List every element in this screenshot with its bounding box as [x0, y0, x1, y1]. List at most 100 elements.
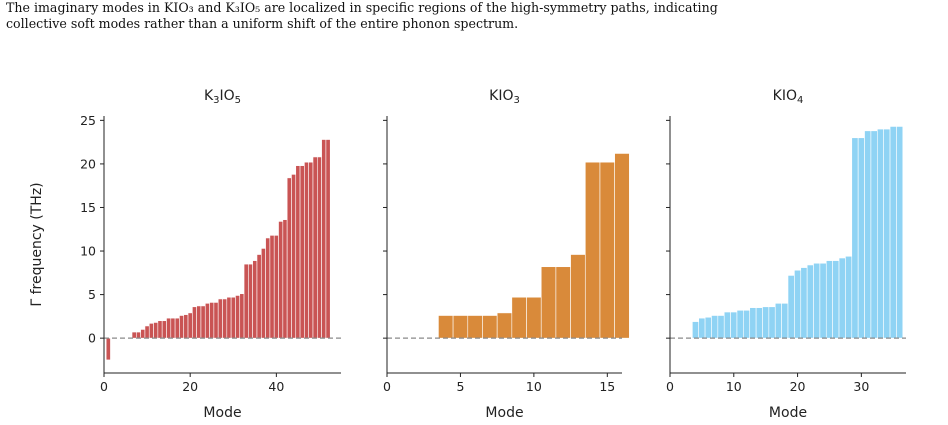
bar	[183, 314, 189, 339]
panel-title: KIO3	[489, 88, 520, 106]
bar	[187, 312, 193, 339]
bar	[243, 263, 249, 339]
x-axis-label: Mode	[485, 405, 523, 421]
caption-line-1: The imaginary modes in KIO₃ and K₃IO₅ ar…	[6, 0, 718, 15]
bar	[736, 309, 744, 339]
bar	[200, 305, 206, 339]
bar	[870, 130, 878, 339]
caption-line-2: collective soft modes rather than a unif…	[6, 16, 519, 31]
bar	[179, 315, 185, 339]
bar	[222, 298, 228, 339]
bar	[692, 321, 700, 339]
x-tick-label: 5	[456, 379, 464, 394]
bar	[230, 296, 236, 339]
x-tick-label: 10	[726, 379, 742, 394]
bar	[511, 296, 527, 339]
panel-2: 0 5 10 15 Mode KIO3	[383, 88, 630, 421]
y-tick-label: 5	[88, 287, 96, 302]
bar	[239, 293, 245, 339]
bar	[819, 262, 827, 339]
bar	[269, 235, 275, 339]
bar	[787, 275, 795, 339]
panel-title: K3IO5	[204, 88, 241, 106]
bar	[482, 315, 498, 339]
bar	[452, 315, 469, 339]
bar	[857, 137, 865, 339]
x-tick-label: 20	[790, 379, 806, 394]
bar	[256, 254, 262, 339]
bar	[832, 260, 840, 339]
bar	[526, 296, 542, 339]
bar	[170, 317, 176, 339]
bar	[755, 307, 763, 339]
bar	[105, 337, 111, 361]
x-tick-label: 0	[383, 379, 391, 394]
y-tick-label: 10	[80, 244, 96, 259]
bar	[864, 130, 872, 339]
bar	[140, 329, 146, 339]
bar	[555, 266, 571, 339]
bar	[825, 260, 833, 339]
bar	[282, 219, 288, 339]
bar	[144, 325, 150, 339]
bar	[260, 248, 266, 339]
bar	[876, 128, 884, 339]
bar	[496, 312, 513, 339]
y-tick-label: 0	[88, 331, 96, 346]
bar	[291, 174, 297, 339]
y-axis-label: Γ frequency (THz)	[29, 182, 45, 306]
x-tick-label: 30	[853, 379, 869, 394]
bar	[286, 177, 292, 339]
bar	[438, 315, 454, 339]
x-axis-label: Mode	[769, 405, 807, 421]
bar	[204, 303, 210, 339]
bar	[217, 298, 223, 339]
bar	[295, 165, 301, 339]
bar	[845, 255, 853, 339]
bar	[896, 126, 904, 339]
bar	[308, 161, 314, 339]
bar	[166, 317, 172, 339]
bar	[762, 306, 770, 339]
bar	[248, 263, 253, 339]
bar	[278, 221, 284, 339]
y-tick-label: 20	[80, 156, 96, 171]
x-tick-label: 0	[100, 379, 108, 394]
bar	[614, 153, 630, 339]
bar	[273, 235, 279, 339]
bar	[467, 315, 483, 339]
bar	[252, 260, 258, 339]
bar	[316, 156, 322, 339]
y-tick-label: 25	[80, 113, 96, 128]
bar	[265, 237, 271, 339]
figure-caption: The imaginary modes in KIO₃ and K₃IO₅ ar…	[6, 0, 942, 32]
bar	[584, 161, 601, 339]
x-tick-label: 20	[182, 379, 198, 394]
bar	[599, 161, 615, 339]
bar	[209, 302, 215, 339]
bar	[883, 128, 891, 339]
y-tick-label: 15	[80, 200, 96, 215]
bar	[794, 269, 802, 339]
bar	[299, 165, 305, 339]
bar	[148, 323, 154, 339]
panel-1: 0 20 40 0 5 10 15 20 25 Mode Γ frequency (THz) K3IO…	[29, 88, 341, 421]
bar	[196, 305, 202, 339]
bar	[698, 317, 706, 339]
bar	[570, 254, 586, 339]
bar	[838, 257, 846, 339]
bar	[851, 137, 859, 339]
x-tick-label: 15	[599, 379, 615, 394]
bar	[768, 306, 776, 339]
bar	[723, 311, 731, 339]
bar	[131, 331, 137, 339]
bar	[136, 331, 141, 339]
bar	[889, 126, 897, 339]
bar	[226, 296, 232, 339]
bar	[781, 303, 789, 339]
bar	[312, 156, 318, 339]
x-tick-label: 0	[666, 379, 674, 394]
bar	[704, 316, 712, 339]
bar	[321, 139, 327, 339]
bar	[153, 322, 159, 339]
